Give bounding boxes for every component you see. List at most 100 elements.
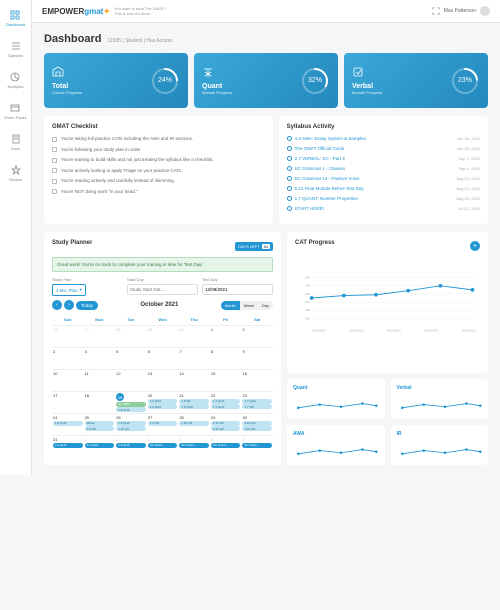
cal-day[interactable]: 261.9 QUA1.10 QU xyxy=(115,413,147,435)
checkbox-icon[interactable] xyxy=(52,137,57,142)
cal-day[interactable]: 6SC Gram... xyxy=(241,435,273,457)
cal-day[interactable]: 16 xyxy=(241,369,273,391)
cal-event[interactable]: Week... xyxy=(85,421,115,426)
syllabus-item[interactable]: SC Grammar 14 - Passive VoiceAug 23, 202… xyxy=(287,176,480,181)
cal-day[interactable]: 231.7 QUA1.7 VR xyxy=(241,391,273,413)
cal-day[interactable]: 17 xyxy=(52,391,84,413)
cal-day[interactable]: 2 xyxy=(241,325,273,347)
cal-day[interactable]: 211.6 VR1.6 QUA xyxy=(178,391,210,413)
user-area[interactable]: Max Patterson xyxy=(432,6,490,16)
cal-event[interactable]: 1.10 VR xyxy=(242,426,272,431)
checkbox-icon[interactable] xyxy=(52,168,57,173)
checklist-item[interactable]: You're NOT doing work "in your head." xyxy=(52,189,265,195)
checklist-item[interactable]: You're actively looking to apply Triage … xyxy=(52,168,265,174)
cal-event[interactable]: 1.10 QU xyxy=(116,426,146,431)
mini-chart-ir[interactable]: IR xyxy=(391,425,488,465)
cal-day[interactable]: 241.8 QUA xyxy=(52,413,84,435)
cal-day[interactable]: 14 xyxy=(178,369,210,391)
checklist-item[interactable]: You're reading actively and carefully in… xyxy=(52,178,265,184)
cal-event[interactable]: 1.7 VR xyxy=(242,404,272,409)
cal-event[interactable]: SC Gram... xyxy=(148,443,178,448)
cal-event[interactable]: SC Gram... xyxy=(242,443,272,448)
cal-day[interactable]: 4 xyxy=(84,347,116,369)
checkbox-icon[interactable] xyxy=(52,158,57,163)
sidebar-item-analytics[interactable]: Analytics xyxy=(7,72,23,89)
syllabus-item[interactable]: 2.7 VERBAL: SC - Part 3Sep 7, 2021 xyxy=(287,156,480,161)
cal-day[interactable]: 10 xyxy=(52,369,84,391)
cal-event[interactable]: 1.8 QUA xyxy=(53,421,83,426)
mini-chart-quant[interactable]: Quant xyxy=(287,379,384,419)
cal-event[interactable]: 1.5 QUA xyxy=(116,407,146,412)
checkbox-icon[interactable] xyxy=(52,147,57,152)
sidebar-item-review[interactable]: Review xyxy=(9,165,22,182)
stat-card-verbal[interactable]: VerbalModule Progress23% xyxy=(344,53,488,108)
cal-day[interactable]: 6 xyxy=(147,347,179,369)
test-input[interactable] xyxy=(202,284,273,295)
cal-day[interactable]: 1 xyxy=(210,325,242,347)
cal-event[interactable]: 1.3 QUA xyxy=(211,399,241,404)
cal-day[interactable]: 5 xyxy=(115,347,147,369)
cal-day[interactable]: 25Week...1.8 VR xyxy=(84,413,116,435)
cal-day[interactable]: 271.9 VR xyxy=(147,413,179,435)
cal-day[interactable]: 3SC Gram... xyxy=(147,435,179,457)
cal-day[interactable]: 4SC Gram... xyxy=(178,435,210,457)
cal-day[interactable]: 13 xyxy=(147,369,179,391)
cal-event[interactable]: 1.10 VR xyxy=(179,421,209,426)
cal-next-button[interactable]: › xyxy=(64,300,74,310)
cal-day[interactable]: 11 xyxy=(84,369,116,391)
sidebar-item-exam-packs[interactable]: Exam Packs xyxy=(4,103,26,120)
cal-day[interactable]: 18 xyxy=(84,391,116,413)
start-input[interactable] xyxy=(127,284,198,295)
plan-select[interactable]: 3 Mo. Plan ▾ xyxy=(52,284,86,296)
view-toggle[interactable]: MonthWeekDay xyxy=(221,301,273,310)
checklist-item[interactable]: You're training to build skills and not … xyxy=(52,157,265,163)
cal-day[interactable]: 292.11 VR2.11 QU xyxy=(210,413,242,435)
syllabus-item[interactable]: SC Grammar 1 - ClausesSep 4, 2021 xyxy=(287,166,480,171)
checkbox-icon[interactable] xyxy=(52,189,57,194)
cal-day[interactable]: 301.14 QU1.10 VR xyxy=(241,413,273,435)
cal-day[interactable]: 7 xyxy=(178,347,210,369)
cal-event[interactable]: 4.3 AWA xyxy=(116,402,146,407)
view-week[interactable]: Week xyxy=(240,301,258,310)
stat-card-total[interactable]: TotalCourse Progress24% xyxy=(44,53,188,108)
stat-card-quant[interactable]: QuantModule Progress32% xyxy=(194,53,338,108)
syllabus-item[interactable]: The GMAT Official GuideOct 18, 2021 xyxy=(287,146,480,151)
syllabus-item[interactable]: 4.3 AWA: Essay System & SamplesOct 18, 2… xyxy=(287,136,480,141)
cal-day[interactable]: 12 xyxy=(115,369,147,391)
add-cat-button[interactable]: + xyxy=(470,241,480,251)
cal-event[interactable]: 2.11 QU xyxy=(211,426,241,431)
cal-day[interactable]: 27 xyxy=(84,325,116,347)
syllabus-item[interactable]: 1.7 QUANT: Number PropertiesAug 13, 2021 xyxy=(287,196,480,201)
checklist-item[interactable]: You're following your study plan in orde… xyxy=(52,147,265,153)
cal-day[interactable]: 15 xyxy=(210,369,242,391)
cal-event[interactable]: 1.7 QUA xyxy=(242,399,272,404)
sidebar-item-syllabus[interactable]: Syllabus xyxy=(8,41,23,58)
mini-chart-awa[interactable]: AWA xyxy=(287,425,384,465)
cal-day[interactable]: 12.2 QUA xyxy=(84,435,116,457)
cal-day[interactable]: 8 xyxy=(210,347,242,369)
cal-day[interactable]: 26 xyxy=(52,325,84,347)
syllabus-item[interactable]: START HERE!Jul 22, 2021 xyxy=(287,206,480,211)
avatar[interactable] xyxy=(480,6,490,16)
cal-event[interactable]: 2.11 VR xyxy=(211,421,241,426)
cal-day[interactable]: 201.2 QUA1.5 QUA xyxy=(147,391,179,413)
checklist-item[interactable]: You're taking full practice CATs includi… xyxy=(52,136,265,142)
cal-event[interactable]: 1.6 VR xyxy=(179,399,209,404)
cal-event[interactable]: 2.2 QUA xyxy=(85,443,115,448)
cal-event[interactable]: SC Gram... xyxy=(211,443,241,448)
cal-day[interactable]: 221.3 QUA1.7 QUA xyxy=(210,391,242,413)
cal-event[interactable]: SC Gram... xyxy=(179,443,209,448)
cal-event[interactable]: 2.1 QUA xyxy=(53,443,83,448)
cal-day[interactable]: 194.3 AWA1.5 QUA xyxy=(115,391,147,413)
checkbox-icon[interactable] xyxy=(52,179,57,184)
cal-day[interactable]: 9 xyxy=(241,347,273,369)
syllabus-item[interactable]: 5.21 Final Module Before Test DayAug 13,… xyxy=(287,186,480,191)
cal-event[interactable]: 1.7 QUA xyxy=(211,404,241,409)
cal-event[interactable]: 1.6 QUA xyxy=(179,404,209,409)
cal-prev-button[interactable]: ‹ xyxy=(52,300,62,310)
cal-day[interactable]: 312.1 QUA xyxy=(52,435,84,457)
mini-chart-verbal[interactable]: Verbal xyxy=(391,379,488,419)
view-day[interactable]: Day xyxy=(258,301,273,310)
cal-event[interactable]: 2.3 QUA xyxy=(116,443,146,448)
cal-event[interactable]: 1.9 VR xyxy=(148,421,178,426)
